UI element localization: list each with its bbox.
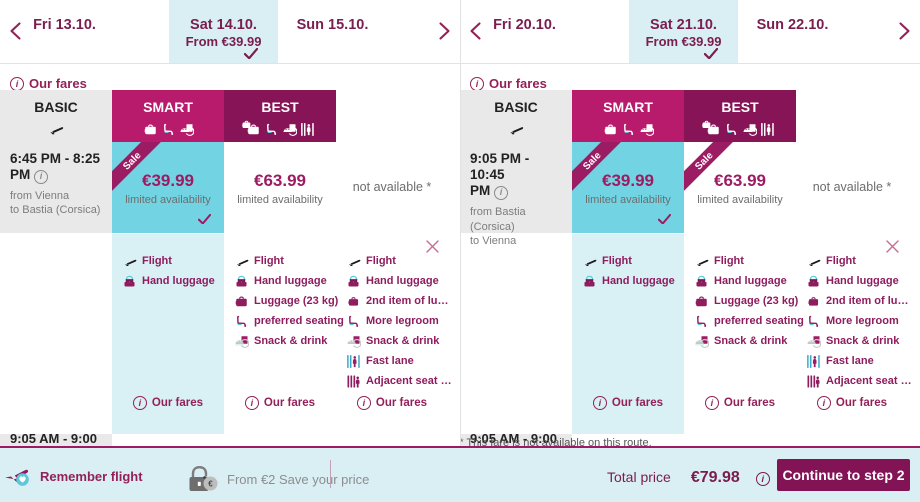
svg-text:€: € (208, 480, 213, 489)
